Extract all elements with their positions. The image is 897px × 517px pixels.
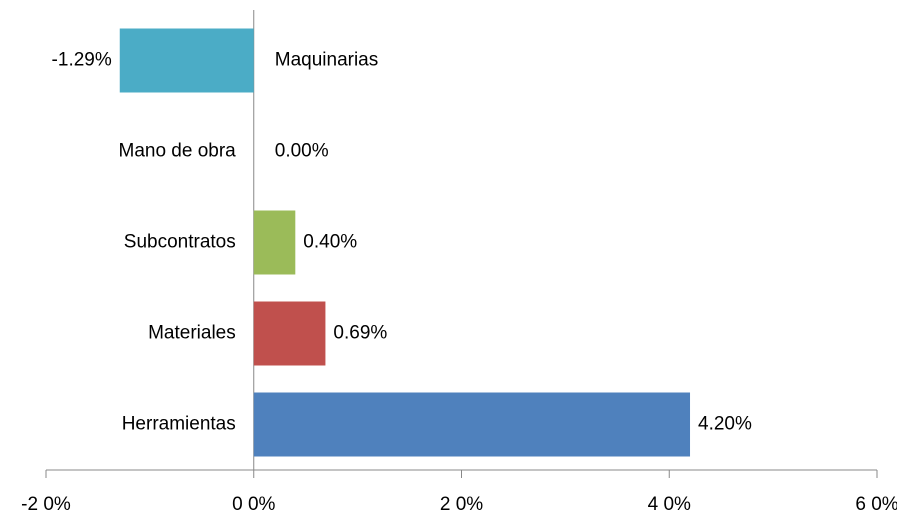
value-label: 0.00% bbox=[275, 141, 329, 162]
value-label: -1.29% bbox=[52, 50, 112, 71]
bar bbox=[253, 392, 691, 457]
x-tick-label: 4 0% bbox=[648, 494, 691, 515]
category-label: Maquinarias bbox=[275, 50, 379, 71]
category-label: Herramientas bbox=[122, 414, 236, 435]
x-tick-label: 2 0% bbox=[440, 494, 483, 515]
bar bbox=[119, 28, 254, 93]
bar bbox=[253, 210, 296, 275]
x-tick-label: 6 0% bbox=[855, 494, 897, 515]
x-tick-label: -2 0% bbox=[21, 494, 71, 515]
category-label: Mano de obra bbox=[119, 141, 237, 162]
value-label: 4.20% bbox=[698, 414, 752, 435]
bar bbox=[253, 301, 326, 366]
category-label: Materiales bbox=[148, 323, 236, 344]
x-tick-label: 0 0% bbox=[232, 494, 275, 515]
category-label: Subcontratos bbox=[124, 232, 236, 253]
value-label: 0.40% bbox=[303, 232, 357, 253]
value-label: 0.69% bbox=[333, 323, 387, 344]
